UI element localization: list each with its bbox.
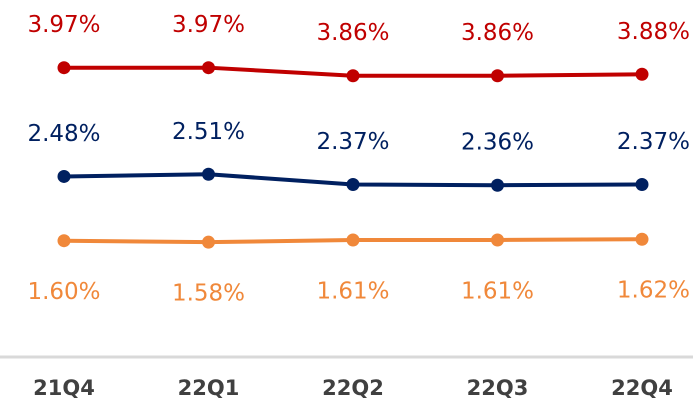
x-tick-label: 21Q4 [33, 376, 95, 400]
marker [57, 169, 71, 183]
x-tick-label: 22Q3 [467, 376, 529, 400]
data-label: 3.97% [172, 12, 245, 38]
marker [346, 233, 360, 247]
marker [346, 177, 360, 191]
data-label: 1.60% [27, 279, 100, 305]
marker [202, 61, 215, 75]
data-label: 1.58% [172, 281, 245, 307]
data-label: 1.61% [461, 278, 534, 304]
x-tick-label: 22Q1 [178, 376, 240, 400]
data-label: 2.37% [316, 129, 389, 155]
data-label: 3.88% [617, 19, 690, 45]
marker [57, 61, 71, 75]
data-label: 2.37% [617, 129, 690, 155]
x-tick-label: 22Q2 [322, 376, 384, 400]
data-label: 3.86% [316, 20, 389, 46]
marker [57, 234, 71, 248]
data-label: 3.97% [27, 12, 100, 38]
marker [635, 177, 649, 191]
marker [491, 178, 504, 192]
data-label: 1.62% [617, 278, 690, 304]
x-tick-label: 22Q4 [611, 376, 673, 400]
marker [635, 232, 649, 246]
data-label: 2.48% [27, 121, 100, 147]
marker [202, 167, 215, 181]
data-label: 2.51% [172, 119, 245, 145]
marker [202, 235, 215, 249]
data-label: 2.36% [461, 130, 534, 156]
data-label: 1.61% [316, 278, 389, 304]
data-label: 3.86% [461, 20, 534, 46]
marker [491, 69, 504, 83]
marker [491, 233, 504, 247]
marker [346, 69, 360, 83]
marker [635, 67, 649, 81]
